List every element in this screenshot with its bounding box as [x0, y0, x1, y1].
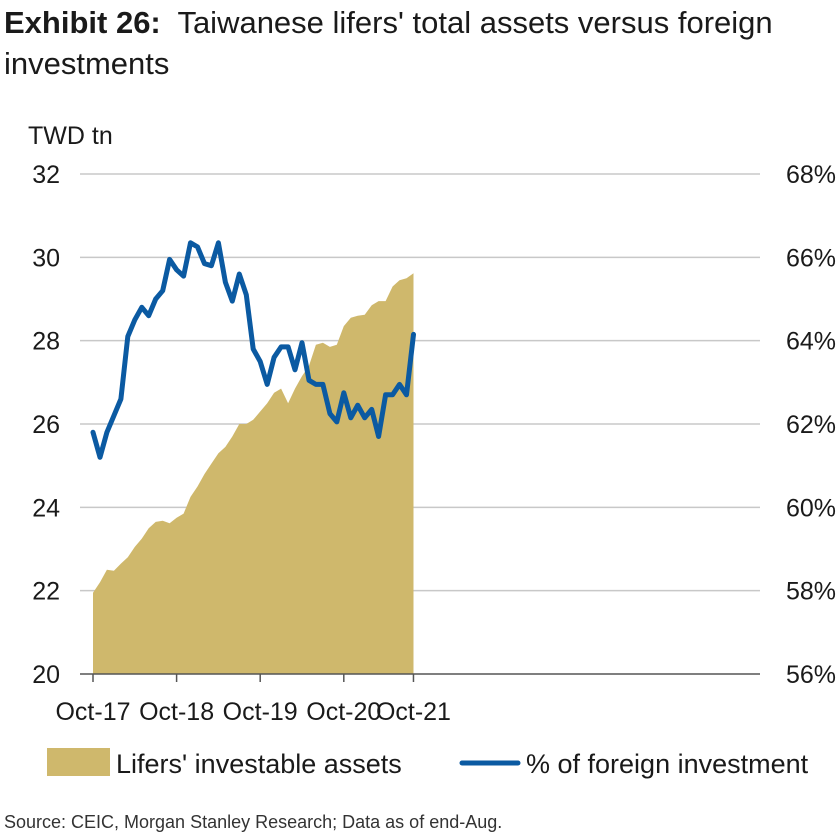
chart: 20 22 24 26 28 30 32 56% 58% 60% 62% 64% 66% 68% Oct…: [28, 122, 836, 779]
legend: Lifers' investable assets % of foreign i…: [47, 748, 809, 779]
exhibit-number: Exhibit 26:: [4, 5, 161, 40]
left-tick-label: 24: [32, 494, 60, 522]
chart-title: Exhibit 26: Taiwanese lifers' total asse…: [4, 2, 836, 84]
right-tick-label: 56%: [786, 661, 836, 689]
left-tick-label: 28: [32, 328, 60, 356]
x-tick-label: Oct-21: [376, 698, 451, 726]
left-tick-label: 20: [32, 661, 60, 689]
source-note: Source: CEIC, Morgan Stanley Research; D…: [4, 812, 503, 832]
foreign-investment-line: [90, 240, 416, 460]
x-tick-label: Oct-17: [55, 698, 130, 726]
title-text: Taiwanese lifers' total assets versus fo…: [4, 5, 773, 81]
left-tick-label: 32: [32, 161, 60, 189]
right-tick-label: 62%: [786, 411, 836, 439]
left-axis-ticks: 20 22 24 26 28 30 32: [32, 161, 60, 689]
left-tick-label: 26: [32, 411, 60, 439]
legend-label-assets: Lifers' investable assets: [116, 749, 402, 779]
assets-area: [93, 273, 414, 674]
x-tick-label: Oct-19: [223, 698, 298, 726]
right-tick-label: 68%: [786, 161, 836, 189]
right-tick-label: 66%: [786, 244, 836, 272]
right-tick-label: 58%: [786, 578, 836, 606]
legend-label-foreign: % of foreign investment: [526, 749, 809, 779]
left-tick-label: 22: [32, 578, 60, 606]
x-tick-label: Oct-18: [139, 698, 214, 726]
left-tick-label: 30: [32, 244, 60, 272]
right-axis-ticks: 56% 58% 60% 62% 64% 66% 68%: [786, 161, 836, 689]
right-tick-label: 60%: [786, 494, 836, 522]
left-axis-unit: TWD tn: [28, 122, 113, 150]
x-tick-label: Oct-20: [306, 698, 381, 726]
legend-swatch-assets: [47, 748, 110, 776]
right-tick-label: 64%: [786, 328, 836, 356]
